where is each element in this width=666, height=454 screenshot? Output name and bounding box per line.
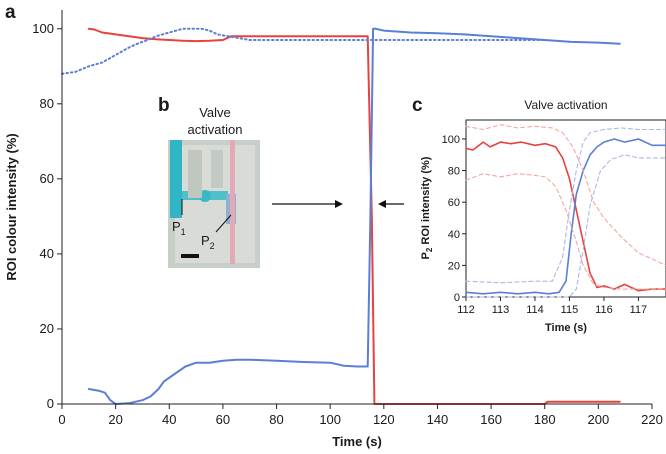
- main-y-tick-label: 100: [32, 21, 54, 36]
- inset-y-tick-label: 80: [448, 166, 460, 178]
- main-y-tick-label: 40: [40, 246, 54, 261]
- main-x-tick-label: 220: [641, 412, 663, 427]
- inset-y-tick-label: 40: [448, 229, 460, 241]
- inset-series-red: [465, 141, 666, 292]
- main-x-tick-label: 20: [108, 412, 122, 427]
- main-x-tick-label: 0: [58, 412, 65, 427]
- p1-label: P1: [172, 219, 186, 237]
- inset-c-chart: Valve activation 112 113 114 115 116 117 0 20 40…: [420, 98, 666, 334]
- inset-y-tick-label: 20: [448, 260, 460, 272]
- inset-x-tick-label: 116: [595, 304, 613, 316]
- main-series-blue: [87, 27, 621, 405]
- inset-series-red-dashed-lower: [465, 173, 666, 290]
- inset-c-ticks: 112 113 114 115 116 117 0 20 40 60 80 100: [442, 134, 648, 316]
- inset-x-tick-label: 112: [457, 304, 475, 316]
- main-y-tick-label: 0: [47, 396, 54, 411]
- panel-b-label: b: [158, 95, 170, 116]
- main-x-tick-label: 120: [373, 412, 395, 427]
- main-x-tick-label: 160: [480, 412, 502, 427]
- inset-b-photo-panel: Valve activation P1 P2: [168, 105, 260, 268]
- inset-y-tick-label: 100: [442, 134, 460, 146]
- arrow-right: [272, 200, 343, 208]
- p2-label: P2: [201, 233, 215, 251]
- inset-y-tick-label: 60: [448, 197, 460, 209]
- main-x-tick-label: 100: [319, 412, 341, 427]
- inset-series-blue: [465, 138, 666, 295]
- inset-c-y-axis-title: P2 ROI intensity (%): [420, 156, 434, 259]
- inset-x-tick-label: 117: [630, 304, 648, 316]
- inset-x-tick-label: 114: [526, 304, 544, 316]
- main-x-tick-label: 180: [534, 412, 556, 427]
- microfluidic-chip-photo: [168, 140, 260, 268]
- inset-c-title: Valve activation: [524, 98, 607, 112]
- main-y-tick-label: 20: [40, 321, 54, 336]
- main-y-tick-label: 80: [40, 96, 54, 111]
- main-x-tick-label: 140: [427, 412, 449, 427]
- inset-b-caption-line1: Valve: [199, 105, 231, 120]
- main-x-tick-label: 200: [588, 412, 610, 427]
- inset-b-caption-line2: activation: [188, 122, 243, 137]
- p2-pointer: [215, 214, 232, 233]
- main-y-tick-label: 60: [40, 171, 54, 186]
- inset-x-tick-label: 115: [561, 304, 579, 316]
- main-y-axis-title: ROI colour intensity (%): [4, 133, 19, 280]
- inset-c-series-group: [465, 124, 666, 298]
- panel-c-label: c: [412, 95, 423, 116]
- inset-c-background: [465, 119, 666, 298]
- inset-c-x-axis-title: Time (s): [545, 322, 587, 334]
- main-chart: 0 20 40 60 80 100 120 140 160 180 200 2200204060801…: [4, 10, 663, 449]
- main-x-tick-label: 80: [269, 412, 283, 427]
- main-x-tick-label: 60: [216, 412, 230, 427]
- inset-y-tick-label: 0: [454, 292, 460, 304]
- inset-x-tick-label: 113: [492, 304, 510, 316]
- inset-series-blue-dashed-upper: [465, 127, 666, 284]
- main-ticks: 0 20 40 60 80 100 120 140 160 180 200 2200204060801…: [32, 21, 663, 427]
- main-series-blue-dotted: [61, 27, 546, 75]
- panel-a-label: a: [5, 2, 16, 23]
- main-x-tick-label: 40: [162, 412, 176, 427]
- inset-series-blue-dashed-lower: [465, 154, 666, 298]
- main-x-axis-title: Time (s): [332, 434, 382, 449]
- inset-series-red-dashed-upper: [465, 124, 666, 266]
- arrow-left: [378, 200, 404, 208]
